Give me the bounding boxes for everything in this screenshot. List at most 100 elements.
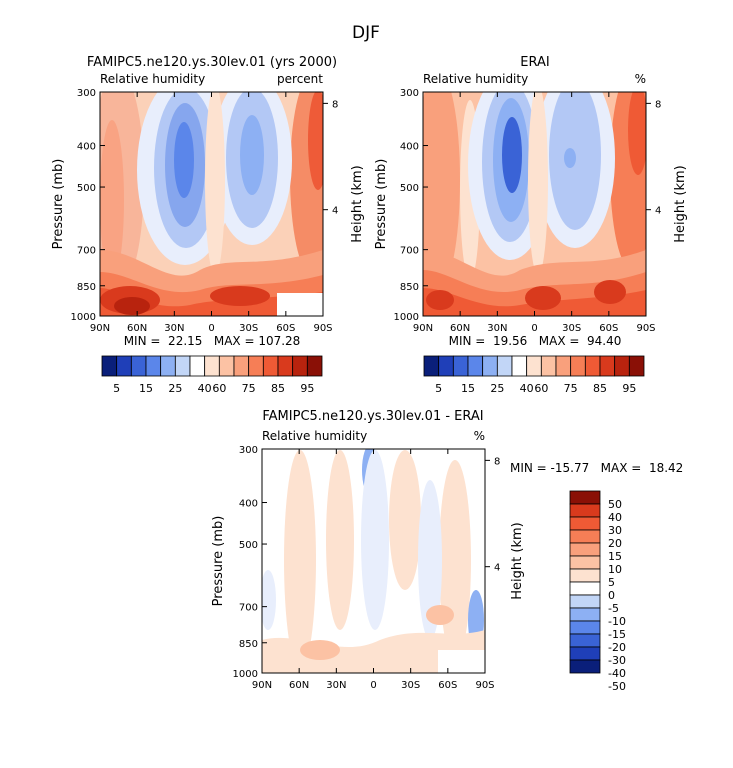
x-tick-label: 30N: [487, 323, 507, 334]
x-tick-label: 90N: [413, 323, 433, 334]
panel-erai-field: [423, 92, 646, 316]
y-tick-label: 850: [77, 282, 96, 293]
colorbar-label: 15: [608, 550, 622, 563]
colorbar-swatch: [569, 594, 601, 609]
colorbar-swatch: [526, 355, 542, 377]
colorbar-swatch: [570, 355, 586, 377]
colorbar-label: -20: [608, 641, 626, 654]
colorbar-label: 25: [490, 382, 504, 395]
colorbar-label: 0: [608, 589, 615, 602]
colorbar-swatch: [145, 355, 162, 377]
y-tick-label: 700: [77, 246, 96, 257]
colorbar-swatch: [306, 355, 323, 377]
figure-title: DJF: [352, 23, 380, 43]
panel-diff: FAMIPC5.ne120.ys.30lev.01 - ERAI Relativ…: [211, 409, 683, 693]
colorbar-label: 40: [520, 382, 534, 395]
colorbar-label: 75: [242, 382, 256, 395]
colorbar-label: -10: [608, 615, 626, 628]
y-tick-label: 400: [77, 142, 96, 153]
colorbar-label: -40: [608, 667, 626, 680]
colorbar-swatch: [438, 355, 454, 377]
panel-diff-subtitle-left: Relative humidity: [262, 429, 367, 443]
panel-diff-subtitle-right: %: [474, 429, 485, 443]
colorbar-label: 40: [198, 382, 212, 395]
x-tick-label: 60N: [450, 323, 470, 334]
x-tick-label: 90S: [475, 680, 494, 691]
panel-erai-title: ERAI: [520, 55, 549, 70]
y-tick-label: 850: [239, 639, 258, 650]
y-tick-label: 400: [239, 499, 258, 510]
colorbar-swatch: [174, 355, 191, 377]
y-tick-label: 850: [400, 282, 419, 293]
panel-diff-ylabel-right: Height (km): [510, 522, 525, 599]
colorbar-swatch: [511, 355, 528, 377]
colorbar-swatch: [116, 355, 132, 377]
colorbar-swatch: [262, 355, 279, 377]
colorbar-swatch: [628, 355, 645, 377]
colorbar-swatch: [569, 659, 601, 674]
colorbar-swatch: [569, 633, 601, 648]
colorbar-label: 95: [622, 382, 636, 395]
colorbar-swatch: [292, 355, 308, 377]
colorbar-swatch: [569, 607, 601, 622]
colorbar-swatch: [496, 355, 513, 377]
y-tick-label: 500: [400, 183, 419, 194]
colorbar-swatch: [467, 355, 484, 377]
panel-diff-ylabel: Pressure (mb): [211, 516, 226, 607]
panel-model-field: [100, 92, 323, 316]
panel-diff-field: [262, 449, 485, 673]
y-tick-label: 1000: [394, 312, 419, 323]
colorbar-label: 50: [608, 498, 622, 511]
colorbar-label: 15: [461, 382, 475, 395]
colorbar-label: 15: [139, 382, 153, 395]
colorbar-swatch: [218, 355, 235, 377]
y-tick-label: 300: [400, 88, 419, 99]
height-tick-label: 8: [494, 456, 500, 467]
colorbar-label: -5: [608, 602, 619, 615]
x-tick-label: 0: [208, 323, 214, 334]
colorbar-swatch: [569, 516, 601, 531]
colorbar-swatch: [569, 503, 601, 518]
x-tick-label: 60S: [276, 323, 295, 334]
x-tick-label: 90S: [313, 323, 332, 334]
colorbar-swatch: [569, 490, 601, 505]
y-tick-label: 1000: [233, 669, 258, 680]
panel-model-ylabel: Pressure (mb): [51, 159, 66, 250]
panel-model-subtitle-right: percent: [277, 72, 323, 86]
colorbar-swatch: [130, 355, 147, 377]
colorbar-swatch: [569, 581, 601, 596]
colorbar-label: 5: [608, 576, 615, 589]
colorbar-swatch: [569, 568, 601, 583]
y-tick-label: 300: [239, 445, 258, 456]
x-tick-label: 30N: [326, 680, 346, 691]
colorbar-swatch: [569, 542, 601, 557]
colorbar-swatch: [569, 620, 601, 635]
colorbar-label: -30: [608, 654, 626, 667]
colorbar-label: -15: [608, 628, 626, 641]
colorbar-label: 85: [271, 382, 285, 395]
y-tick-label: 500: [77, 183, 96, 194]
panel-model-title: FAMIPC5.ne120.ys.30lev.01 (yrs 2000): [87, 55, 337, 70]
x-tick-label: 30N: [164, 323, 184, 334]
panel-model-subtitle-left: Relative humidity: [100, 72, 205, 86]
height-tick-label: 4: [655, 206, 661, 217]
x-tick-label: 90N: [90, 323, 110, 334]
x-tick-label: 0: [531, 323, 537, 334]
colorbar-swatch: [189, 355, 206, 377]
height-tick-label: 4: [332, 206, 338, 217]
colorbar-swatch: [584, 355, 601, 377]
panel-diff-stats: MIN = -15.77 MAX = 18.42: [510, 461, 683, 475]
colorbar-label: 5: [435, 382, 442, 395]
panel-erai-subtitle-right: %: [635, 72, 646, 86]
colorbar-label: 60: [534, 382, 548, 395]
colorbar-swatch: [569, 555, 601, 570]
y-tick-label: 1000: [71, 312, 96, 323]
y-tick-label: 700: [239, 603, 258, 614]
x-tick-label: 90N: [252, 680, 272, 691]
height-tick-label: 8: [655, 99, 661, 110]
x-tick-label: 60S: [438, 680, 457, 691]
colorbar-label: -50: [608, 680, 626, 693]
panel-erai: ERAI Relative humidity %: [374, 55, 688, 395]
y-tick-label: 700: [400, 246, 419, 257]
